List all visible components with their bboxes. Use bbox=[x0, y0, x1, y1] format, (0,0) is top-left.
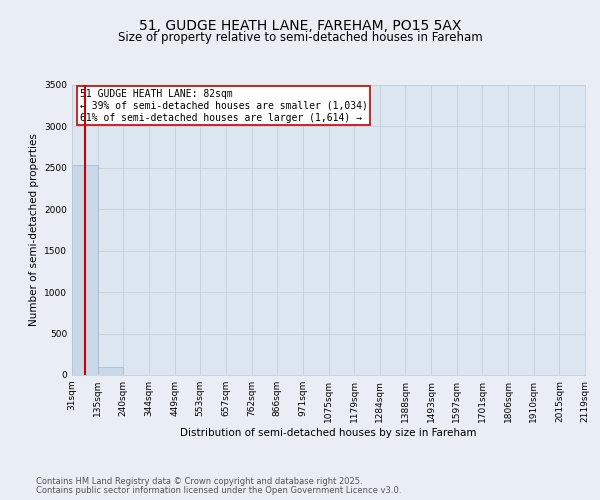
Y-axis label: Number of semi-detached properties: Number of semi-detached properties bbox=[29, 134, 38, 326]
Text: Size of property relative to semi-detached houses in Fareham: Size of property relative to semi-detach… bbox=[118, 31, 482, 44]
X-axis label: Distribution of semi-detached houses by size in Fareham: Distribution of semi-detached houses by … bbox=[180, 428, 477, 438]
Text: Contains public sector information licensed under the Open Government Licence v3: Contains public sector information licen… bbox=[36, 486, 401, 495]
Text: 51, GUDGE HEATH LANE, FAREHAM, PO15 5AX: 51, GUDGE HEATH LANE, FAREHAM, PO15 5AX bbox=[139, 19, 461, 33]
Text: 51 GUDGE HEATH LANE: 82sqm
← 39% of semi-detached houses are smaller (1,034)
61%: 51 GUDGE HEATH LANE: 82sqm ← 39% of semi… bbox=[80, 90, 368, 122]
Bar bbox=[98, 366, 123, 375]
Text: Contains HM Land Registry data © Crown copyright and database right 2025.: Contains HM Land Registry data © Crown c… bbox=[36, 478, 362, 486]
Bar bbox=[72, 166, 98, 375]
